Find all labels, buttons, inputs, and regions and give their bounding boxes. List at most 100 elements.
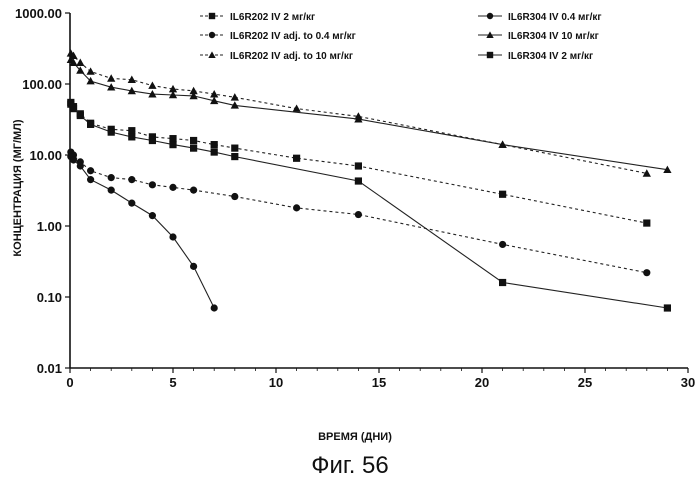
series-6 [67, 100, 671, 312]
data-point [663, 165, 672, 174]
data-point [69, 58, 78, 66]
data-point [189, 86, 198, 95]
data-point [107, 83, 116, 91]
data-point [107, 174, 115, 182]
data-point [663, 304, 671, 312]
legend-label: IL6R202 IV adj. to 0.4 мг/кг [230, 31, 356, 42]
data-point [354, 210, 362, 219]
data-point [69, 103, 78, 111]
series-line [70, 52, 647, 174]
data-point [128, 199, 136, 207]
data-point [127, 86, 136, 95]
data-point [76, 162, 84, 170]
x-tick-label: 20 [475, 375, 489, 390]
legend-item: IL6R304 IV 2 мг/кг [478, 51, 593, 62]
legend-marker [208, 31, 216, 39]
legend-label: IL6R202 IV 2 мг/кг [230, 12, 315, 23]
data-point [86, 67, 95, 75]
data-point [107, 128, 115, 136]
legend-item: IL6R202 IV adj. to 0.4 мг/кг [200, 31, 356, 42]
data-point [87, 176, 95, 184]
data-point [87, 120, 95, 128]
data-point [499, 278, 507, 287]
data-point [69, 156, 78, 164]
legend-marker [486, 31, 494, 38]
data-point [128, 127, 136, 135]
data-point [293, 204, 301, 212]
legend-marker [208, 51, 216, 58]
x-tick-label: 25 [578, 375, 592, 390]
legend-label: IL6R202 IV adj. to 10 мг/кг [230, 51, 353, 62]
data-point [169, 135, 177, 143]
data-point [643, 219, 651, 227]
chart-legend: IL6R202 IV 2 мг/кг IL6R202 IV adj. to 0.4… [200, 12, 602, 62]
y-tick-label: 0.10 [37, 290, 62, 305]
data-point [168, 84, 178, 93]
data-point [230, 93, 239, 101]
data-point [354, 177, 362, 185]
data-point [354, 162, 362, 170]
series-line [70, 59, 668, 171]
data-point [210, 89, 219, 98]
data-point [168, 90, 178, 99]
data-point [499, 240, 507, 249]
y-tick-label: 100.00 [22, 77, 62, 92]
legend-label: IL6R304 IV 10 мг/кг [508, 31, 599, 42]
chart-axes: 0 5 10 15 20 25 30 0.01 0.10 1.00 10.00 100.00 1000.… [15, 6, 695, 390]
data-point [210, 148, 218, 156]
x-tick-label: 30 [681, 375, 695, 390]
legend-label: IL6R304 IV 2 мг/кг [508, 51, 593, 62]
legend-marker [208, 12, 216, 20]
data-point [210, 96, 219, 105]
data-point [148, 133, 156, 141]
data-point [231, 152, 239, 161]
series-5 [66, 55, 672, 174]
y-tick-label: 10.00 [29, 148, 62, 163]
y-axis-label: КОНЦЕНТРАЦИЯ (МГ/МЛ) [12, 119, 24, 256]
x-tick-label: 15 [372, 375, 386, 390]
series-line [70, 156, 215, 309]
data-point [190, 144, 198, 152]
legend-item: IL6R304 IV 0.4 мг/кг [478, 12, 602, 23]
data-point [87, 167, 95, 175]
data-point [169, 233, 177, 241]
data-point [76, 58, 85, 66]
y-tick-label: 1.00 [37, 219, 62, 234]
legend-marker [486, 51, 494, 59]
data-point [169, 141, 177, 149]
data-point [148, 181, 156, 189]
data-point [210, 304, 218, 312]
data-point [76, 66, 85, 74]
data-point [231, 192, 239, 201]
data-point [643, 269, 651, 277]
series-layer [66, 49, 672, 312]
data-point [190, 262, 198, 270]
data-point [230, 101, 239, 109]
data-point [148, 89, 157, 98]
data-point [231, 144, 239, 152]
data-point [642, 169, 651, 177]
legend-marker [486, 12, 494, 20]
data-point [76, 111, 84, 120]
series-line [70, 103, 668, 309]
data-point [128, 176, 136, 184]
series-4 [67, 152, 218, 312]
data-point [210, 141, 218, 149]
x-tick-label: 10 [269, 375, 283, 390]
data-point [86, 76, 95, 85]
data-point [107, 74, 116, 82]
data-point [498, 140, 507, 148]
data-point [499, 190, 507, 198]
data-point [107, 186, 115, 194]
data-point [148, 136, 156, 145]
data-point [354, 114, 363, 123]
series-3 [66, 49, 651, 177]
x-tick-label: 0 [66, 375, 73, 390]
legend-item: IL6R202 IV 2 мг/кг [200, 12, 315, 23]
data-point [293, 154, 301, 162]
figure-caption: Фиг. 56 [311, 452, 389, 479]
x-tick-label: 5 [169, 375, 176, 390]
legend-item: IL6R304 IV 10 мг/кг [478, 31, 599, 42]
data-point [189, 91, 198, 100]
